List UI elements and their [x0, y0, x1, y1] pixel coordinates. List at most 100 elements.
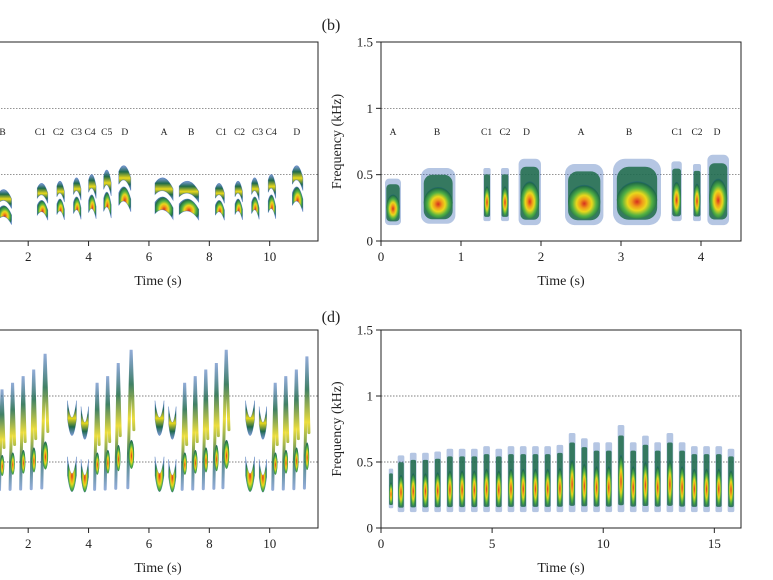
syllable — [544, 446, 551, 513]
dip-band — [168, 459, 177, 493]
syllable — [36, 183, 49, 221]
syllable — [671, 161, 682, 222]
harmonic-band — [0, 189, 12, 209]
blob-core — [593, 465, 600, 506]
syllable-label: D — [523, 128, 530, 138]
blob-core — [501, 186, 509, 216]
syllable — [422, 452, 429, 513]
syllable-label: D — [293, 128, 300, 138]
syllable-label: D — [121, 128, 128, 138]
spectrogram-area — [0, 165, 304, 225]
syllable — [605, 442, 613, 513]
syllable — [0, 189, 12, 225]
syllable — [483, 168, 491, 222]
harmonic-band — [88, 174, 97, 199]
sweep-lower — [182, 452, 187, 475]
syllable — [483, 446, 490, 513]
syllable-label: C3 — [71, 128, 82, 138]
syllable — [201, 369, 210, 491]
dip-band — [80, 406, 89, 440]
dip-band — [67, 456, 77, 492]
syllable — [471, 448, 478, 513]
blob-core — [389, 482, 393, 505]
blob-core — [654, 465, 661, 506]
dip-band — [154, 400, 165, 436]
sweep-upper — [0, 389, 6, 492]
syllable — [458, 448, 466, 513]
x-tick-label: 8 — [206, 249, 213, 264]
syllable — [168, 406, 177, 493]
syllable-label: C1 — [216, 128, 227, 138]
syllable — [180, 382, 189, 491]
sweep-upper — [103, 376, 112, 491]
blob-core — [386, 194, 400, 221]
syllable-label: C2 — [234, 128, 245, 138]
sweep-lower — [193, 449, 198, 474]
blob-core — [728, 470, 734, 506]
syllable — [556, 444, 564, 513]
syllable — [56, 180, 65, 221]
syllable — [421, 168, 456, 224]
x-tick-label: 6 — [146, 536, 153, 551]
syllable — [727, 448, 735, 513]
harmonic-band — [73, 196, 82, 220]
sweep-lower — [203, 447, 209, 473]
blob-core — [557, 467, 563, 506]
syllable — [234, 180, 243, 221]
syllable — [80, 406, 89, 493]
syllable — [568, 432, 576, 513]
syllable — [654, 442, 661, 513]
blob-core — [508, 468, 514, 506]
sweep-upper — [114, 362, 122, 490]
blob-core — [447, 470, 453, 506]
syllable — [0, 389, 6, 492]
syllable-label: B — [188, 128, 194, 138]
x-axis-label: Time (s) — [537, 561, 585, 576]
y-tick-label: 0 — [367, 521, 374, 536]
syllable-label: D — [714, 128, 721, 138]
syllable-label: B — [626, 128, 632, 138]
syllable — [385, 178, 401, 226]
syllable — [507, 446, 515, 513]
harmonic-band — [234, 198, 243, 221]
sweep-lower — [128, 439, 135, 469]
syllable — [495, 448, 503, 513]
syllable — [212, 362, 220, 490]
sweep-lower — [31, 447, 36, 473]
y-axis-label: Frequency (kHz) — [330, 94, 345, 190]
syllable — [434, 451, 441, 513]
syllable — [73, 177, 82, 220]
syllable-label: A — [161, 128, 168, 138]
x-axis-label: Time (s) — [537, 274, 585, 289]
syllable-label: B — [434, 128, 440, 138]
harmonic-band — [73, 177, 82, 201]
syllable — [409, 452, 417, 513]
harmonic-band — [292, 165, 304, 191]
syllable — [281, 376, 290, 491]
x-tick-label: 2 — [25, 536, 32, 551]
x-tick-label: 10 — [263, 536, 276, 551]
syllable — [532, 446, 539, 513]
harmonic-band — [251, 196, 260, 220]
syllable — [707, 154, 729, 226]
blob-core — [715, 468, 722, 506]
syllable — [292, 369, 300, 491]
blob-core — [581, 463, 588, 505]
syllable — [221, 349, 231, 490]
x-axis-label: Time (s) — [134, 561, 182, 576]
syllable — [29, 369, 38, 491]
syllable-label: C1 — [481, 128, 492, 138]
harmonic-band — [118, 165, 132, 191]
x-tick-label: 3 — [618, 249, 625, 264]
panel-d: 0 5 10 15 Time (s) 0 0.5 1 1.5 Frequency (kHz) (d) — [322, 309, 742, 576]
sweep-upper — [302, 356, 311, 490]
syllable-label: C1 — [35, 128, 46, 138]
sweep-upper — [180, 382, 189, 491]
blob-core — [616, 181, 658, 219]
x-axis-label: Time (s) — [134, 274, 182, 289]
x-tick-label: 4 — [85, 536, 92, 551]
harmonic-band — [0, 205, 12, 225]
x-tick-label: 2 — [25, 249, 32, 264]
syllable — [245, 400, 255, 492]
